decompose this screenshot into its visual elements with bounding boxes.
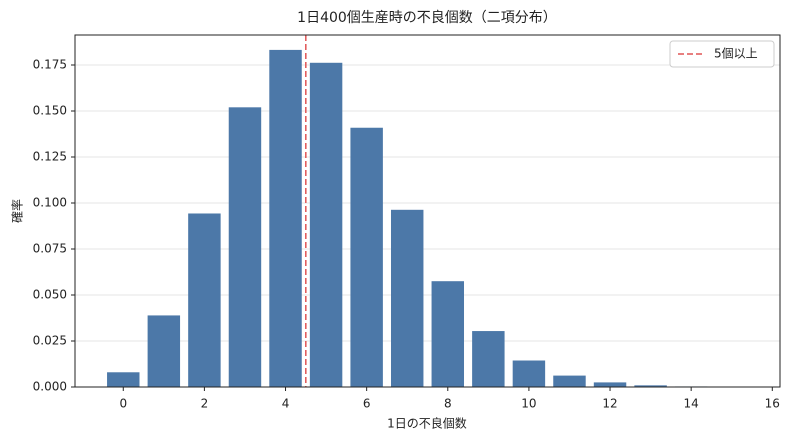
y-tick-label: 0.150 bbox=[33, 103, 67, 117]
chart-title: 1日400個生産時の不良個数（二項分布） bbox=[297, 10, 557, 26]
y-tick-label: 0.075 bbox=[33, 241, 67, 255]
bar bbox=[594, 382, 626, 387]
bar bbox=[513, 361, 545, 387]
y-tick-label: 0.000 bbox=[33, 380, 67, 394]
x-tick-label: 6 bbox=[363, 397, 371, 411]
bar bbox=[229, 107, 261, 387]
x-tick-label: 16 bbox=[765, 397, 780, 411]
x-tick-label: 14 bbox=[684, 397, 699, 411]
bar bbox=[107, 372, 139, 387]
axes-frame bbox=[75, 35, 780, 387]
bar bbox=[269, 50, 301, 387]
x-tick-label: 4 bbox=[282, 397, 290, 411]
x-tick-label: 8 bbox=[444, 397, 452, 411]
x-tick-label: 2 bbox=[201, 397, 209, 411]
bar bbox=[432, 281, 464, 387]
y-tick-label: 0.025 bbox=[33, 333, 67, 347]
bar bbox=[472, 331, 504, 387]
bar bbox=[188, 213, 220, 387]
x-tick-label: 0 bbox=[119, 397, 127, 411]
x-tick-label: 10 bbox=[521, 397, 536, 411]
y-axis-label: 確率 bbox=[10, 199, 25, 223]
x-axis-label: 1日の不良個数 bbox=[387, 416, 467, 431]
bar bbox=[148, 315, 180, 387]
bar bbox=[310, 63, 342, 387]
y-tick-label: 0.125 bbox=[33, 149, 67, 163]
legend-label: 5個以上 bbox=[714, 47, 758, 61]
y-tick-label: 0.050 bbox=[33, 287, 67, 301]
y-tick-label: 0.175 bbox=[33, 57, 67, 71]
y-tick-label: 0.100 bbox=[33, 195, 67, 209]
bar bbox=[553, 376, 585, 387]
x-tick-label: 12 bbox=[602, 397, 617, 411]
bar bbox=[391, 210, 423, 387]
bar bbox=[350, 128, 382, 387]
